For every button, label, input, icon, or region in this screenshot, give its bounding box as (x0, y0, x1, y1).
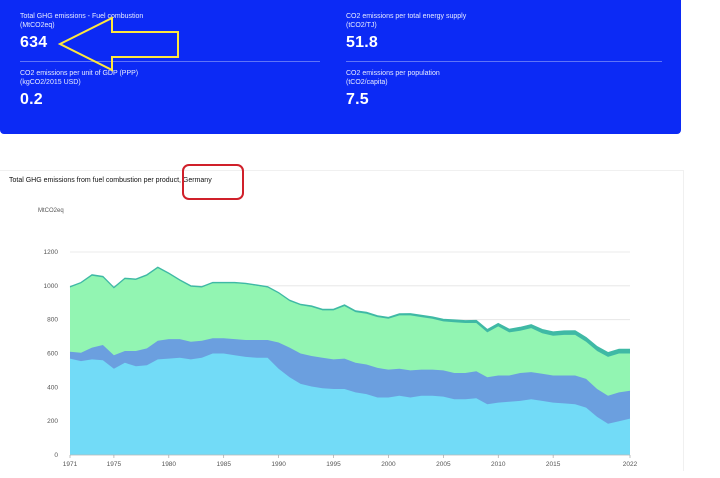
x-tick-label: 1995 (326, 461, 341, 468)
x-tick-label: 1975 (107, 461, 122, 468)
x-tick-label: 2000 (381, 461, 396, 468)
x-tick-label: 1980 (162, 461, 177, 468)
x-tick-label: 1990 (271, 461, 286, 468)
kpi-co2-per-tes: CO2 emissions per total energy supply (t… (346, 12, 646, 52)
chart-title: Total GHG emissions from fuel combustion… (9, 177, 212, 184)
y-tick-label: 400 (47, 384, 58, 391)
area-series-1 (70, 353, 630, 455)
area-series-4-line (69, 266, 630, 354)
y-tick-labels: 0 200 400 600 800 1000 1200 (44, 249, 59, 459)
x-tick-labels: 1971 1975 1980 1985 1990 1995 2000 2005 2010 2015… (63, 454, 638, 468)
kpi-co2-per-capita: CO2 emissions per population (tCO2/capit… (346, 69, 646, 109)
y-tick-label: 800 (47, 317, 58, 324)
x-tick-label: 2010 (491, 461, 506, 468)
kpi-unit: (tCO2/TJ) (346, 22, 377, 29)
area-series-3 (70, 268, 630, 396)
kpi-value: 7.5 (346, 91, 369, 108)
y-tick-label: 0 (54, 452, 58, 459)
y-tick-label: 200 (47, 418, 58, 425)
kpi-label: CO2 emissions per population (346, 70, 440, 77)
y-tick-label: 1200 (44, 249, 59, 256)
area-series-2 (70, 338, 630, 424)
x-tick-label: 2015 (546, 461, 561, 468)
y-axis-unit: MtCO2eq (38, 208, 64, 214)
kpi-value: 0.2 (20, 91, 43, 108)
kpi-co2-per-gdp: CO2 emissions per unit of GDP (PPP) (kgC… (20, 69, 320, 109)
x-tick-label: 2005 (436, 461, 451, 468)
x-tick-label: 2022 (623, 461, 638, 468)
kpi-label: CO2 emissions per unit of GDP (PPP) (20, 70, 139, 77)
kpi-unit: (tCO2/capita) (346, 79, 388, 86)
x-tick-label: 1971 (63, 461, 78, 468)
kpi-divider (346, 61, 662, 62)
area-series (69, 266, 631, 455)
y-tick-label: 600 (47, 351, 58, 358)
area-series-2-line (69, 337, 631, 397)
kpi-unit: (MtCO2eq) (20, 22, 55, 29)
x-tick-label: 1985 (216, 461, 231, 468)
kpi-value: 634 (20, 34, 48, 51)
kpi-label: CO2 emissions per total energy supply (346, 13, 467, 20)
kpi-unit: (kgCO2/2015 USD) (20, 79, 81, 86)
kpi-value: 51.8 (346, 34, 378, 51)
y-tick-label: 1000 (44, 283, 59, 290)
